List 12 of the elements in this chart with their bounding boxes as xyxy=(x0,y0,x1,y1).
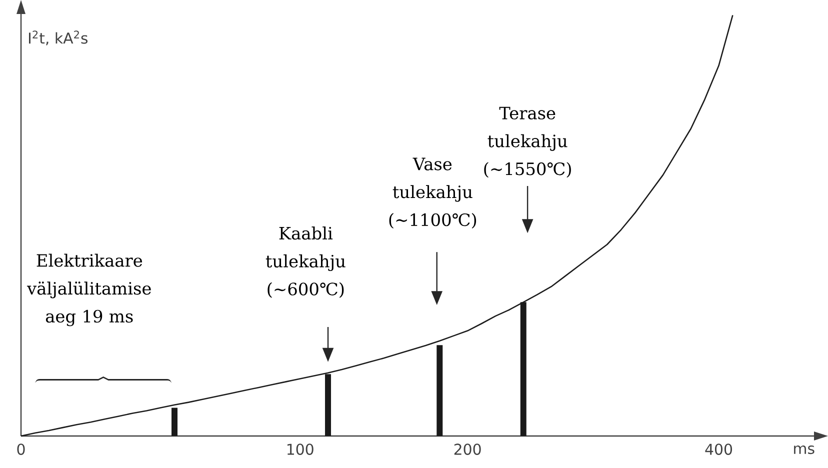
annotation: Elektrikaare väljalülitamise aeg 19 ms xyxy=(27,254,151,326)
annotation: Terase tulekahju (~1550℃) xyxy=(484,106,571,178)
x-tick-label: 200 xyxy=(454,444,481,455)
bar xyxy=(172,408,178,436)
x-tick-label: 400 xyxy=(705,444,732,455)
bar xyxy=(436,345,443,436)
x-axis-title: ms xyxy=(794,446,814,454)
annotation: Vase tulekahju (~1100℃) xyxy=(389,158,476,229)
annotation: Kaabli tulekahju (~600℃) xyxy=(266,226,346,298)
x-tick-label: 0 xyxy=(17,444,25,455)
x-tick-label: 100 xyxy=(287,444,314,455)
y-axis-title: I$^{2}$t, kA$^{2}$s xyxy=(29,30,88,46)
